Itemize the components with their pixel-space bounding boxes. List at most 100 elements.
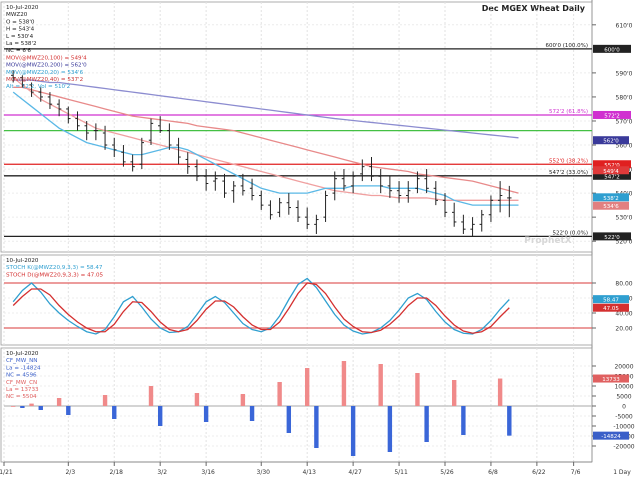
legend-entry: H = 543'4: [6, 27, 35, 33]
x-tick-label: 3/2: [157, 469, 167, 476]
legend-entry: La = -14824: [6, 365, 41, 371]
y-tick-label: 560'0: [616, 143, 633, 150]
legend-entry: L = 530'4: [6, 34, 34, 40]
x-tick-label: 3/30: [257, 469, 271, 476]
y-tick-label: 10000: [614, 384, 633, 391]
histogram-bar: [314, 406, 319, 448]
y-tick-label: -5000: [615, 414, 633, 421]
histogram-bar: [148, 386, 154, 406]
reference-line-label: 572'2 (61.8%): [549, 109, 588, 115]
last-value-tag-label: 562'0: [603, 139, 619, 145]
legend-entry: NC = 4596: [6, 373, 37, 379]
x-tick-label: 4/13: [302, 469, 316, 476]
reference-tag-label: 522'0: [604, 235, 620, 241]
legend-entry: STOCH D(@MWZ20,9,3,3) = 47.05: [6, 272, 104, 278]
legend-entry: 10-Jul-2020: [6, 351, 39, 357]
x-tick-label: 2/18: [110, 469, 124, 476]
histogram-bar: [10, 406, 16, 407]
legend-entry: MOV(@MWZ20,20) = 534'6: [6, 70, 84, 76]
histogram-bar: [424, 406, 429, 442]
y-tick-label: 530'0: [616, 215, 633, 222]
legend-entry: Alt = 12.2, Vol = 510'2: [6, 84, 70, 90]
histogram-bar: [56, 398, 62, 406]
reference-tag: [593, 110, 631, 119]
histogram-bar: [203, 406, 209, 422]
x-tick-label: 7/6: [571, 469, 581, 476]
legend-entry: CF_MW_CN: [6, 380, 37, 386]
histogram-bar: [341, 361, 347, 406]
last-value-tag-label: 13733: [602, 377, 620, 383]
histogram-bar: [112, 406, 117, 419]
reference-line-label: 600'0 (100.0%): [545, 43, 588, 49]
last-value-tag: [593, 431, 629, 440]
reference-tag: [593, 160, 631, 169]
stoch-panel: 80.0060.0040.0020.0058.4747.0510-Jul-202…: [0, 254, 633, 346]
reference-tag: [593, 171, 631, 180]
histogram-bar: [378, 364, 383, 406]
last-value-tag-label: 534'6: [603, 204, 619, 210]
histogram-bar: [277, 382, 282, 406]
y-tick-label: 580'0: [616, 94, 633, 101]
reference-line-label: 547'2 (33.0%): [549, 170, 588, 176]
reference-tag: [593, 44, 631, 53]
reference-line-label: 552'0 (38.2%): [549, 158, 588, 164]
histogram-bar: [20, 406, 25, 408]
legend-entry: CF_MW_NN: [6, 358, 37, 364]
reference-tag-label: 600'0: [604, 47, 620, 53]
ma100-line: [13, 86, 519, 194]
ma40-line: [12, 77, 519, 201]
reference-line-label: 522'0 (0.0%): [552, 230, 588, 236]
histogram-bar: [497, 378, 503, 406]
last-value-tag: [593, 193, 629, 202]
legend-entry: NC = 5504: [6, 394, 37, 400]
histogram-bar: [249, 406, 255, 421]
x-tick-label: 3/16: [201, 469, 215, 476]
y-tick-label: 610'0: [616, 22, 633, 29]
x-tick-label: 6/8: [488, 469, 498, 476]
y-tick-label: 20000: [614, 364, 633, 371]
y-tick-label: -20000: [613, 444, 634, 451]
stoch-k-line: [12, 277, 510, 335]
histogram-bar: [286, 406, 292, 433]
y-tick-label: 5000: [616, 394, 631, 401]
histogram-bar: [66, 406, 71, 415]
legend-entry: MOV(@MWZ20,100) = 549'4: [6, 55, 87, 61]
price-panel: 610'0590'0580'0570'0560'0550'0540'0530'0…: [0, 1, 633, 253]
x-unit-label: 1 Day: [613, 469, 631, 476]
last-value-tag-label: -14824: [601, 434, 621, 440]
x-tick-label: 5/26: [440, 469, 454, 476]
x-tick-label: 2/3: [65, 469, 75, 476]
reference-tag-label: 552'0: [604, 163, 620, 169]
y-tick-label: 520'0: [616, 239, 633, 246]
histogram-bar: [304, 368, 310, 406]
legend-entry: STOCH K(@MWZ20,9,3,3) = 58.47: [6, 265, 103, 271]
x-tick-label: 1/21: [0, 469, 13, 476]
reference-tag-label: 547'2: [604, 174, 620, 180]
x-tick-label: 6/22: [532, 469, 546, 476]
histogram-bar: [507, 406, 512, 436]
last-value-tag: [593, 201, 629, 210]
histogram-bar: [461, 406, 466, 435]
histogram-bar: [157, 406, 163, 426]
legend-entry: La = 538'2: [6, 41, 37, 47]
y-tick-label: 570'0: [616, 118, 633, 125]
last-value-tag-label: 538'2: [603, 196, 619, 202]
histogram-bar: [415, 373, 420, 406]
last-value-tag: [593, 374, 629, 383]
last-value-tag-label: 58.47: [603, 298, 619, 304]
y-tick-label: 0: [622, 404, 626, 411]
last-value-tag: [593, 303, 629, 312]
legend-entry: MOV(@MWZ20,200) = 562'0: [6, 63, 87, 69]
chart-title: Dec MGEX Wheat Daily: [482, 4, 586, 13]
legend-entry: 10-Jul-2020: [6, 258, 39, 264]
y-tick-label: 590'0: [616, 70, 633, 77]
legend-entry: 10-Jul-2020: [6, 5, 39, 11]
x-tick-label: 5/11: [394, 469, 408, 476]
y-tick-label: 40.00: [615, 311, 632, 318]
legend-entry: O = 538'0: [6, 19, 35, 25]
ma20-line: [12, 91, 519, 206]
histogram-bar: [194, 393, 200, 406]
last-value-tag: [593, 295, 629, 304]
histogram-bar: [350, 406, 356, 456]
